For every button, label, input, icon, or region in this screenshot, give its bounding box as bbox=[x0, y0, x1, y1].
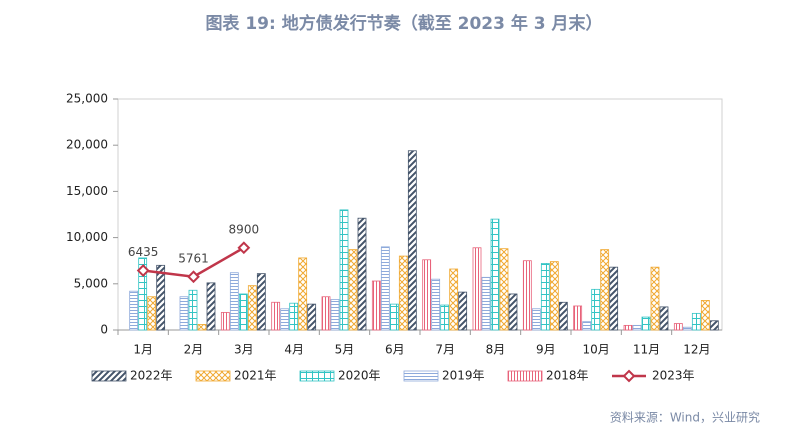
marker bbox=[187, 270, 200, 284]
bar bbox=[472, 247, 482, 331]
bar bbox=[431, 278, 441, 331]
bar bbox=[422, 259, 432, 331]
bar bbox=[307, 303, 317, 331]
bar bbox=[623, 324, 633, 331]
legend-label: 2021年 bbox=[234, 369, 277, 383]
legend-label: 2023年 bbox=[652, 369, 695, 383]
legend-label: 2022年 bbox=[130, 369, 173, 383]
bar bbox=[691, 312, 701, 331]
bar bbox=[591, 288, 601, 331]
x-tick-label: 10月 bbox=[583, 343, 610, 357]
bar bbox=[229, 272, 239, 331]
bar bbox=[650, 266, 660, 331]
bar bbox=[609, 266, 619, 331]
bar bbox=[339, 209, 349, 331]
bar bbox=[197, 324, 207, 331]
y-tick-label: 25,000 bbox=[66, 92, 108, 106]
y-tick-label: 15,000 bbox=[66, 184, 108, 198]
x-tick-label: 2月 bbox=[184, 343, 204, 357]
bar bbox=[632, 324, 642, 331]
value-label: 8900 bbox=[229, 222, 260, 236]
x-tick-label: 11月 bbox=[633, 343, 660, 357]
legend-label: 2019年 bbox=[442, 369, 485, 383]
bar bbox=[247, 285, 257, 331]
source: 资料来源：Wind，兴业研究 bbox=[610, 410, 760, 425]
bar bbox=[179, 296, 189, 331]
bar bbox=[330, 299, 340, 331]
bar bbox=[371, 280, 381, 331]
x-tick-label: 6月 bbox=[385, 343, 405, 357]
bar bbox=[709, 320, 719, 331]
bar bbox=[641, 316, 651, 331]
legend-swatch bbox=[403, 370, 439, 382]
bar bbox=[206, 282, 216, 331]
bar bbox=[659, 306, 669, 331]
bar bbox=[682, 326, 692, 331]
bar bbox=[490, 218, 500, 331]
bar bbox=[220, 312, 230, 331]
bar bbox=[458, 291, 468, 331]
bar bbox=[573, 305, 583, 331]
marker bbox=[136, 264, 150, 277]
legend-marker bbox=[622, 369, 636, 383]
legend-swatch bbox=[195, 370, 231, 382]
bar bbox=[700, 300, 710, 331]
bar bbox=[280, 308, 290, 331]
bar bbox=[600, 249, 610, 331]
bar bbox=[348, 249, 358, 331]
bar bbox=[407, 150, 417, 331]
x-tick-label: 12月 bbox=[683, 343, 710, 357]
y-tick-label: 20,000 bbox=[66, 138, 108, 152]
y-tick-label: 5,000 bbox=[74, 276, 108, 290]
bar bbox=[540, 263, 550, 331]
bar bbox=[389, 303, 399, 331]
x-tick-label: 5月 bbox=[335, 343, 355, 357]
bar bbox=[440, 304, 450, 331]
bar bbox=[188, 289, 198, 331]
bar bbox=[449, 268, 459, 331]
bar bbox=[673, 323, 683, 331]
y-tick-label: 10,000 bbox=[66, 230, 108, 244]
bar bbox=[558, 301, 568, 331]
bar bbox=[238, 293, 248, 331]
value-label: 5761 bbox=[178, 251, 209, 265]
bar bbox=[357, 217, 367, 331]
bar bbox=[138, 257, 148, 331]
bar bbox=[522, 260, 532, 331]
bar bbox=[380, 246, 390, 331]
x-tick-label: 3月 bbox=[234, 343, 254, 357]
bar bbox=[271, 301, 281, 331]
x-tick-label: 9月 bbox=[536, 343, 556, 357]
x-tick-label: 7月 bbox=[435, 343, 455, 357]
bar bbox=[398, 255, 408, 331]
bar bbox=[499, 248, 509, 331]
legend-label: 2018年 bbox=[546, 369, 589, 383]
x-tick-label: 1月 bbox=[133, 343, 153, 357]
bar bbox=[256, 273, 266, 331]
y-tick-label: 0 bbox=[100, 323, 108, 337]
bar bbox=[582, 321, 592, 331]
bar bbox=[549, 261, 559, 331]
legend-swatch bbox=[299, 370, 335, 382]
plot-area bbox=[117, 98, 723, 331]
legend-swatch bbox=[91, 370, 127, 382]
bar bbox=[531, 308, 541, 331]
value-label: 6435 bbox=[128, 245, 159, 259]
x-tick-label: 4月 bbox=[284, 343, 304, 357]
legend-label: 2020年 bbox=[338, 369, 381, 383]
bar bbox=[481, 276, 491, 331]
chart-title: 图表 19: 地方债发行节奏（截至 2023 年 3 月末） bbox=[205, 13, 602, 34]
bar bbox=[508, 293, 518, 331]
bar bbox=[321, 296, 331, 331]
legend-swatch bbox=[507, 370, 543, 382]
bar bbox=[298, 257, 308, 331]
bar bbox=[156, 264, 166, 331]
bar bbox=[129, 290, 139, 331]
bar bbox=[289, 302, 299, 331]
x-tick-label: 8月 bbox=[486, 343, 506, 357]
bar bbox=[147, 296, 157, 331]
marker bbox=[237, 241, 251, 255]
